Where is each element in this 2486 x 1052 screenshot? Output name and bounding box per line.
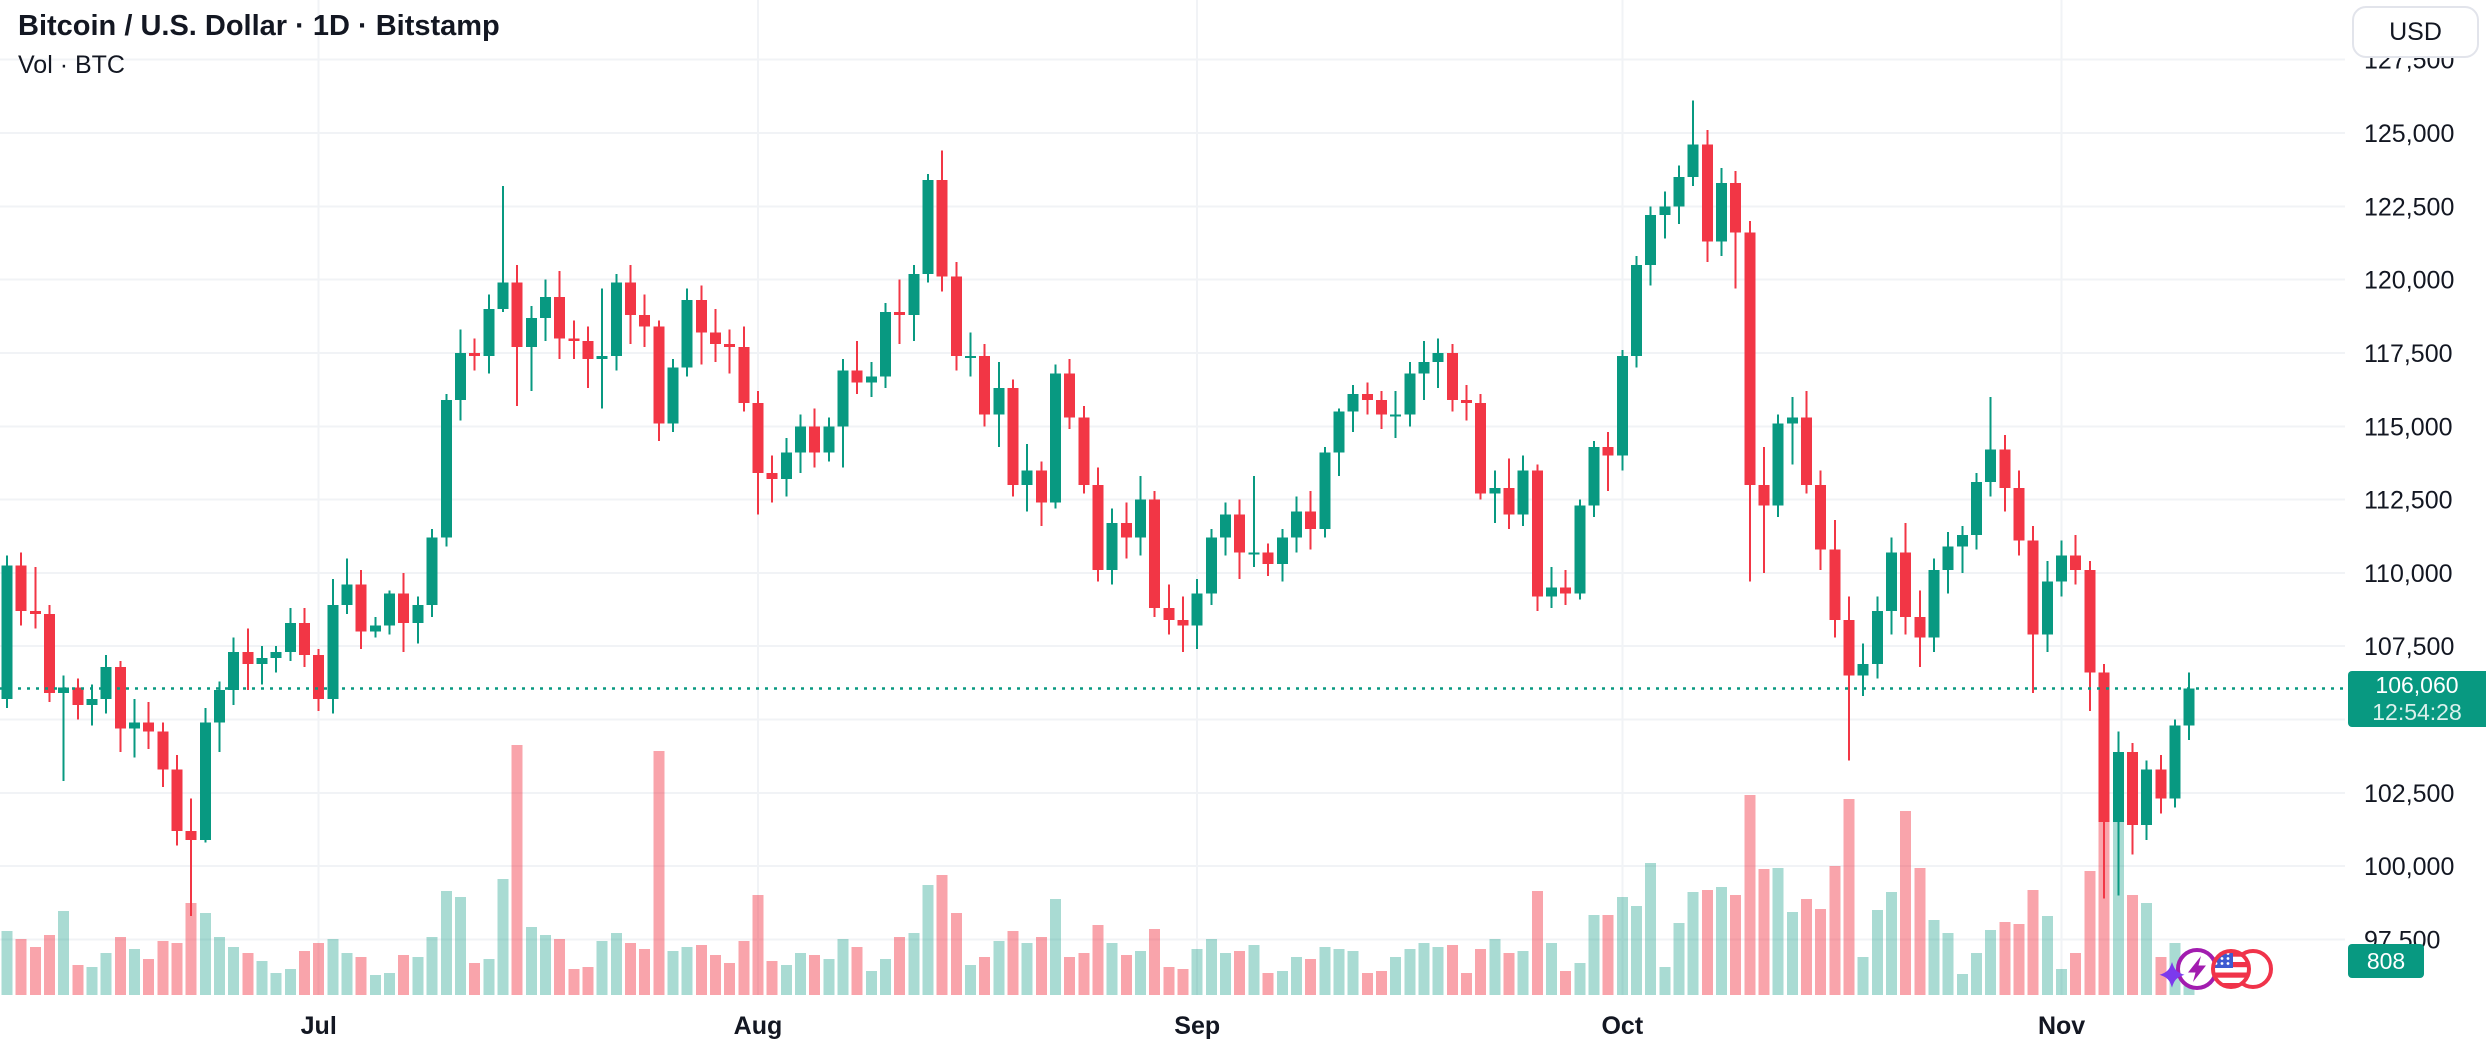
candlestick-series bbox=[1, 100, 2195, 917]
time-tick-label: Sep bbox=[1174, 1012, 1220, 1040]
price-tick-label: 110,000 bbox=[2364, 560, 2453, 588]
time-scale[interactable]: Jul Aug Sep Oct Nov bbox=[301, 1012, 2086, 1040]
price-tick-label: 125,000 bbox=[2364, 120, 2454, 148]
quick-reaction-icons[interactable] bbox=[2159, 948, 2273, 991]
price-tick-label: 122,500 bbox=[2364, 193, 2454, 221]
lightning-coin-icon[interactable] bbox=[2176, 948, 2218, 990]
time-tick-label: Jul bbox=[301, 1012, 337, 1040]
gridlines bbox=[0, 0, 2345, 995]
time-tick-label: Nov bbox=[2038, 1012, 2085, 1040]
price-tick-label: 117,500 bbox=[2364, 340, 2453, 368]
last-price-badge: 106,060 12:54:28 bbox=[2348, 671, 2486, 727]
price-tick-label: 102,500 bbox=[2364, 780, 2454, 808]
lightning-icon bbox=[2188, 956, 2206, 982]
us-flag-coin-icon[interactable] bbox=[2211, 949, 2273, 991]
price-tick-label: 107,500 bbox=[2364, 633, 2454, 661]
time-tick-label: Aug bbox=[734, 1012, 783, 1040]
symbol-legend: Bitcoin / U.S. Dollar · 1D · Bitstamp Vo… bbox=[18, 8, 500, 82]
bar-countdown: 12:54:28 bbox=[2372, 699, 2462, 725]
volume-series bbox=[1, 745, 2195, 995]
price-scale[interactable]: 127,500125,000122,500120,000117,500115,0… bbox=[2364, 47, 2454, 955]
time-tick-label: Oct bbox=[1601, 1012, 1643, 1040]
symbol-title[interactable]: Bitcoin / U.S. Dollar · 1D · Bitstamp bbox=[18, 10, 500, 42]
price-tick-label: 115,000 bbox=[2364, 413, 2453, 441]
price-tick-label: 120,000 bbox=[2364, 267, 2454, 295]
price-tick-label: 112,500 bbox=[2364, 487, 2453, 515]
volume-value-badge: 808 bbox=[2348, 944, 2424, 978]
volume-legend[interactable]: Vol · BTC bbox=[18, 51, 125, 80]
sparkle-icon[interactable] bbox=[2159, 962, 2185, 988]
last-price-value: 106,060 bbox=[2375, 671, 2459, 698]
price-tick-label: 100,000 bbox=[2364, 853, 2454, 881]
currency-toggle-button[interactable]: USD bbox=[2352, 6, 2479, 58]
